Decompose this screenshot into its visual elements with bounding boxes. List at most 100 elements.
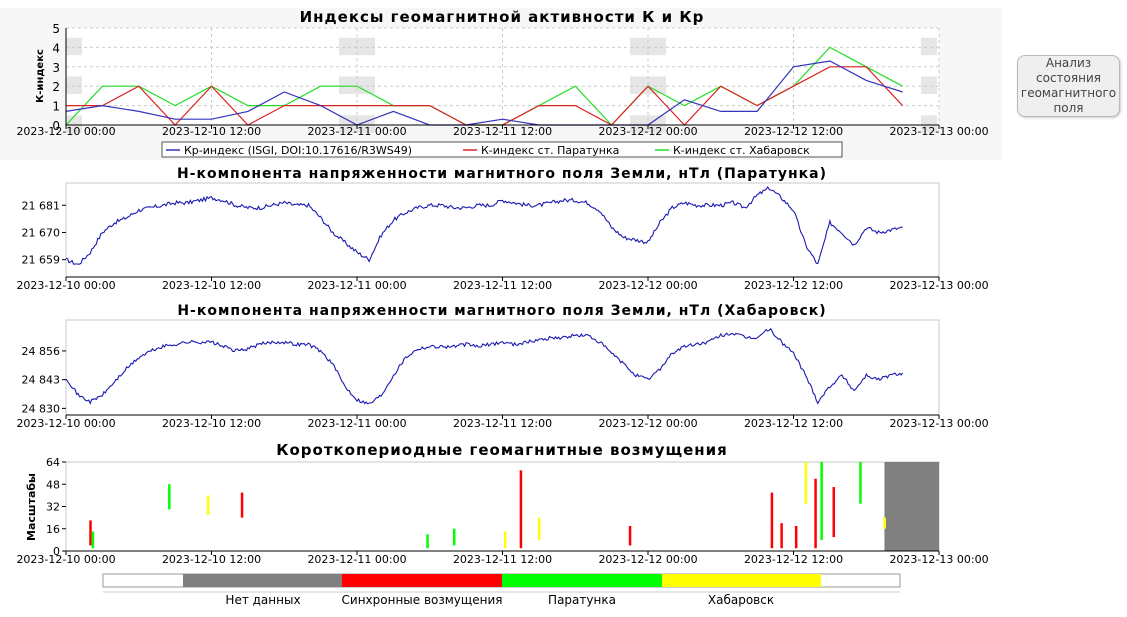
k-index-panel: Индексы геомагнитной активности К и Кр К…	[16, 8, 989, 158]
disturbance-xtick-label: 2023-12-13 00:00	[889, 553, 988, 566]
paratunka-xtick-label: 2023-12-10 00:00	[16, 279, 115, 292]
khabarovsk-xtick-label: 2023-12-13 00:00	[889, 417, 988, 430]
disturbance-legend-label: Синхронные возмущения	[342, 593, 503, 607]
k-nodata-marker	[921, 37, 937, 56]
khabarovsk-h-panel: H-компонента напряженности магнитного по…	[16, 303, 988, 430]
k-nodata-marker	[66, 115, 82, 133]
k-ytick-label: 5	[52, 22, 60, 36]
disturbance-xtick-label: 2023-12-12 12:00	[744, 553, 843, 566]
khabarovsk-xtick-label: 2023-12-10 12:00	[162, 417, 261, 430]
kp-series-line	[65, 60, 903, 126]
k-nodata-marker	[630, 76, 666, 94]
paratunka-xtick-label: 2023-12-10 12:00	[162, 279, 261, 292]
k-nodata-marker	[339, 76, 375, 94]
k-ytick-label: 3	[52, 61, 60, 75]
khabarovsk-ytick-label: 24 843	[22, 374, 61, 387]
disturbance-legend-label: Паратунка	[548, 593, 616, 607]
k-xtick-label: 2023-12-10 00:00	[16, 125, 115, 138]
disturbance-event-mark	[168, 484, 171, 510]
paratunka-xtick-label: 2023-12-13 00:00	[889, 279, 988, 292]
disturbance-event-mark	[628, 525, 632, 546]
disturbance-event-mark	[519, 470, 523, 549]
disturbance-title: Короткопериодные геомагнитные возмущения	[276, 441, 728, 459]
paratunka-xtick-label: 2023-12-11 00:00	[307, 279, 406, 292]
paratunka-ytick-label: 21 681	[22, 199, 61, 212]
khabarovsk-h-series-line	[65, 327, 904, 405]
disturbance-event-mark	[426, 534, 429, 549]
k-xtick-label: 2023-12-12 00:00	[598, 125, 697, 138]
disturbance-nodata-block	[884, 462, 939, 551]
disturbance-legend-swatch	[662, 574, 821, 587]
k-legend-box	[161, 141, 843, 158]
khabarovsk-plot-area	[65, 319, 940, 416]
disturbance-event-mark	[89, 520, 92, 546]
disturbance-event-mark	[883, 517, 886, 529]
paratunka-plot-area	[65, 182, 940, 278]
disturbance-ytick-label: 32	[46, 501, 60, 514]
k-xtick-label: 2023-12-12 12:00	[744, 125, 843, 138]
khabarovsk-xtick-label: 2023-12-12 12:00	[744, 417, 843, 430]
disturbance-xtick-label: 2023-12-12 00:00	[598, 553, 697, 566]
disturbance-legend-swatch	[502, 574, 662, 587]
disturbance-xtick-label: 2023-12-11 12:00	[453, 553, 552, 566]
paratunka-ytick-label: 21 670	[22, 226, 61, 239]
disturbance-event-mark	[503, 531, 507, 549]
k-ytick-label: 4	[52, 41, 60, 55]
disturbance-legend-label: Нет данных	[225, 593, 300, 607]
k-legend-label: К-индекс ст. Хабаровск	[673, 144, 810, 157]
disturbance-event-mark	[206, 495, 210, 515]
disturbance-xtick-label: 2023-12-10 12:00	[162, 553, 261, 566]
khabarovsk-ytick-label: 24 856	[22, 345, 61, 358]
disturbance-event-mark	[859, 462, 862, 504]
k-xtick-label: 2023-12-11 12:00	[453, 125, 552, 138]
khabarovsk-ytick-label: 24 830	[22, 402, 61, 415]
k-legend-label: К-индекс ст. Паратунка	[481, 144, 619, 157]
k-xtick-label: 2023-12-11 00:00	[307, 125, 406, 138]
k-nodata-marker	[66, 37, 82, 56]
disturbance-xtick-label: 2023-12-10 00:00	[16, 553, 115, 566]
paratunka-h-series-line	[65, 185, 903, 265]
paratunka-h-panel: H-компонента напряженности магнитного по…	[16, 166, 988, 292]
disturbance-legend-swatch	[183, 574, 342, 587]
disturbance-ytick-label: 64	[46, 456, 60, 469]
k-index-title: Индексы геомагнитной активности К и Кр	[300, 8, 705, 26]
disturbance-event-mark	[804, 462, 808, 504]
disturbance-event-mark	[91, 531, 95, 549]
disturbance-ytick-label: 0	[53, 545, 60, 558]
disturbance-plot-area	[65, 461, 940, 552]
k-nodata-marker	[921, 76, 937, 94]
disturbance-event-mark	[780, 523, 783, 549]
disturbance-xtick-label: 2023-12-11 00:00	[307, 553, 406, 566]
k-legend-label: Кр-индекс (ISGI, DOI:10.17616/R3WS49)	[184, 144, 412, 157]
paratunka-h-title: H-компонента напряженности магнитного по…	[177, 166, 827, 182]
disturbance-event-mark	[770, 492, 774, 549]
disturbance-event-mark	[820, 462, 823, 540]
disturbance-ytick-label: 48	[46, 478, 60, 491]
k-ytick-label: 2	[52, 80, 60, 94]
disturbance-legend-swatch	[342, 574, 502, 587]
khabarovsk-xtick-label: 2023-12-11 12:00	[453, 417, 552, 430]
khabarovsk-xtick-label: 2023-12-12 00:00	[598, 417, 697, 430]
disturbance-ylabel: Масштабы	[25, 473, 38, 541]
disturbance-event-mark	[453, 528, 456, 546]
disturbance-legend-label: Хабаровск	[708, 593, 774, 607]
khabarovsk-h-title: H-компонента напряженности магнитного по…	[177, 303, 826, 319]
disturbance-event-mark	[240, 492, 244, 518]
paratunka-ytick-label: 21 659	[22, 254, 61, 267]
analyze-field-button[interactable]: Анализ состояния геомагнитного поля	[1017, 55, 1120, 117]
disturbance-ytick-label: 16	[46, 523, 60, 536]
k-ytick-label: 0	[52, 119, 60, 133]
paratunka-xtick-label: 2023-12-12 00:00	[598, 279, 697, 292]
k-nodata-marker	[921, 115, 937, 133]
disturbance-event-mark	[537, 517, 541, 540]
disturbance-event-mark	[832, 487, 836, 538]
paratunka-xtick-label: 2023-12-11 12:00	[453, 279, 552, 292]
disturbance-panel: Короткопериодные геомагнитные возмущения…	[16, 441, 988, 607]
paratunka-xtick-label: 2023-12-12 12:00	[744, 279, 843, 292]
k-index-ylabel: К-индекс	[35, 49, 46, 103]
disturbance-event-mark	[814, 478, 817, 549]
k-xtick-label: 2023-12-10 12:00	[162, 125, 261, 138]
khabarovsk-xtick-label: 2023-12-11 00:00	[307, 417, 406, 430]
disturbance-event-mark	[794, 525, 798, 549]
